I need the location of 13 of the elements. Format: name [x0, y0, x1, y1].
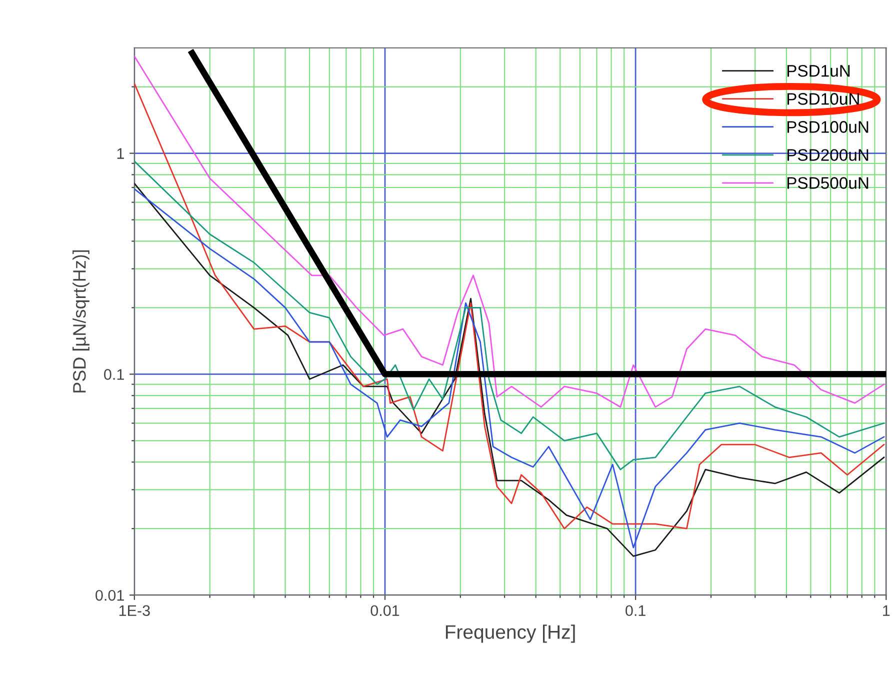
x-tick-label: 1E-3	[119, 605, 150, 616]
legend-label: PSD10uN	[787, 93, 859, 105]
y-tick-label: 1	[117, 148, 124, 159]
y-tick-label: 0.1	[104, 369, 124, 380]
y-tick-label: 0.01	[96, 590, 124, 601]
x-axis-title: Frequency [Hz]	[446, 624, 575, 643]
legend-label: PSD1uN	[787, 64, 850, 77]
x-tick-label: 1	[883, 605, 890, 616]
y-axis-title: PSD [µN/sqrt(Hz)]	[72, 250, 90, 392]
x-tick-label: 0.01	[370, 605, 400, 616]
legend-label: PSD500uN	[787, 177, 868, 189]
x-tick-label: 0.1	[626, 605, 646, 616]
legend-label: PSD100uN	[787, 121, 868, 133]
